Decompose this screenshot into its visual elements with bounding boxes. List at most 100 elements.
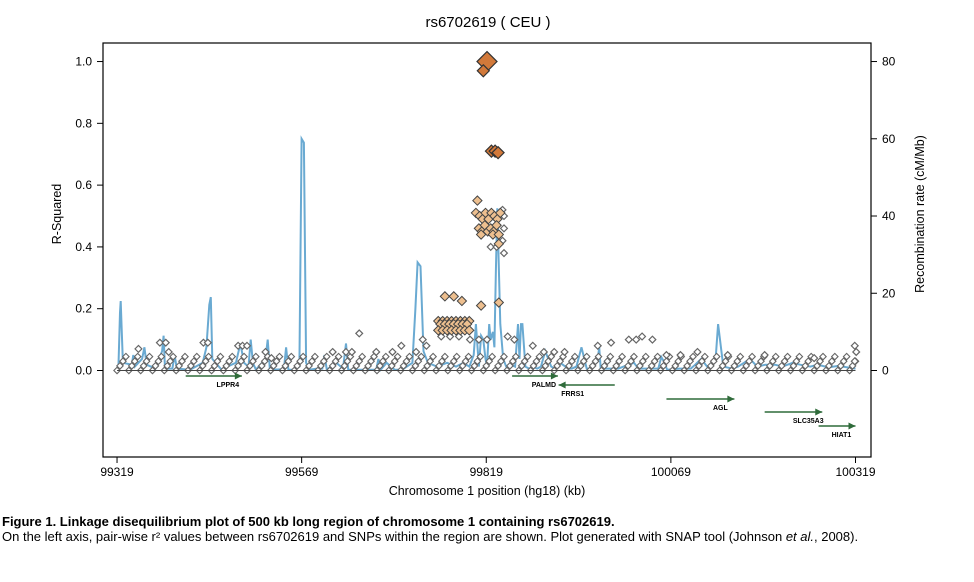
snp-point — [801, 361, 810, 370]
snp-point — [653, 352, 662, 361]
snp-point — [491, 145, 505, 160]
y-tick-label: 0.2 — [75, 302, 92, 316]
snp-point — [662, 350, 671, 360]
snp-point — [296, 357, 305, 366]
caption-text: On the left axis, pair-wise r² values be… — [2, 529, 972, 544]
snp-point — [539, 347, 549, 357]
snp-point — [397, 341, 406, 351]
snp-point — [503, 332, 512, 341]
snp-point — [694, 361, 703, 370]
snp-point — [284, 357, 293, 366]
snp-point — [328, 347, 337, 357]
snp-point — [414, 357, 423, 366]
snp-point — [308, 357, 316, 366]
snp-point — [624, 361, 633, 370]
snp-point — [473, 357, 482, 366]
snp-point — [189, 357, 198, 366]
snp-point — [683, 361, 692, 370]
snp-point — [240, 352, 249, 361]
snp-point — [721, 357, 730, 366]
y2-tick-label: 0 — [882, 363, 889, 377]
snp-point — [637, 332, 647, 341]
snp-point — [437, 357, 446, 366]
snp-point — [606, 352, 615, 361]
snp-point — [352, 361, 361, 370]
x-tick-label: 99819 — [470, 465, 504, 479]
snp-point — [452, 352, 461, 361]
snp-point — [486, 242, 495, 252]
snp-point — [809, 353, 819, 363]
snp-point — [662, 357, 671, 366]
snp-point — [827, 357, 836, 366]
caption-citation-italic: et al. — [785, 529, 814, 544]
snp-point — [169, 352, 178, 361]
snp-point — [203, 338, 213, 347]
gene-lppr4-arrow — [234, 372, 242, 380]
snp-point — [390, 357, 399, 366]
snp-point — [485, 357, 494, 366]
snp-point — [576, 361, 585, 370]
snp-point — [275, 352, 284, 361]
snp-point — [671, 361, 680, 370]
snp-point — [723, 350, 732, 360]
snp-point — [629, 352, 638, 361]
snp-point — [242, 341, 252, 351]
snp-point — [426, 357, 435, 366]
snp-point — [204, 352, 213, 361]
snp-point — [500, 352, 508, 361]
snp-point — [178, 357, 186, 366]
gene-frrs1-arrow — [558, 381, 566, 389]
snp-point — [627, 357, 635, 366]
snp-point — [161, 338, 171, 347]
snp-point — [523, 352, 532, 361]
snp-point — [340, 361, 349, 370]
snp-point — [186, 361, 195, 370]
snp-point — [272, 357, 281, 366]
snp-point — [234, 361, 243, 370]
snp-point — [850, 356, 860, 366]
snp-point — [508, 357, 517, 366]
snp-point — [631, 335, 641, 344]
snp-point — [449, 357, 458, 366]
snp-point — [201, 357, 210, 366]
snp-point — [612, 361, 621, 370]
snp-point — [600, 361, 609, 370]
snp-point — [464, 352, 473, 361]
snp-point — [635, 361, 644, 370]
snp-point — [488, 352, 497, 361]
figure-caption: Figure 1. Linkage disequilibrium plot of… — [2, 514, 972, 544]
snp-point — [593, 341, 603, 351]
snp-point — [470, 361, 479, 370]
snp-point — [615, 357, 624, 366]
gene-frrs1-label: FRRS1 — [561, 391, 584, 398]
chart-title: rs6702619 ( CEU ) — [425, 14, 550, 31]
snp-point — [706, 361, 715, 370]
snp-point — [248, 357, 257, 366]
snp-point — [603, 357, 612, 366]
snp-point — [446, 361, 455, 370]
snp-point — [674, 357, 683, 366]
snp-point — [267, 353, 276, 363]
snp-point — [532, 357, 541, 366]
x-tick-label: 100069 — [651, 465, 691, 479]
y-axis-left: 0.0 0.2 0.4 0.6 0.8 1.0 — [75, 55, 103, 377]
snp-point — [418, 335, 428, 344]
snp-point — [830, 352, 839, 361]
snp-point — [134, 344, 143, 354]
snp-point — [795, 352, 804, 361]
snp-point — [293, 361, 302, 370]
snp-point — [564, 361, 573, 370]
x-axis-label: Chromosome 1 position (hg18) (kb) — [389, 484, 586, 498]
snp-point — [819, 352, 827, 361]
snp-point — [754, 361, 762, 370]
snp-point — [748, 352, 757, 361]
snp-point — [118, 357, 127, 366]
snp-point — [736, 352, 745, 361]
snp-point — [472, 195, 483, 206]
snp-point — [192, 352, 201, 361]
snp-point — [647, 361, 656, 370]
snp-point — [771, 352, 780, 361]
y2-tick-label: 80 — [882, 55, 896, 69]
snp-point — [237, 357, 246, 366]
snp-point — [127, 361, 136, 370]
